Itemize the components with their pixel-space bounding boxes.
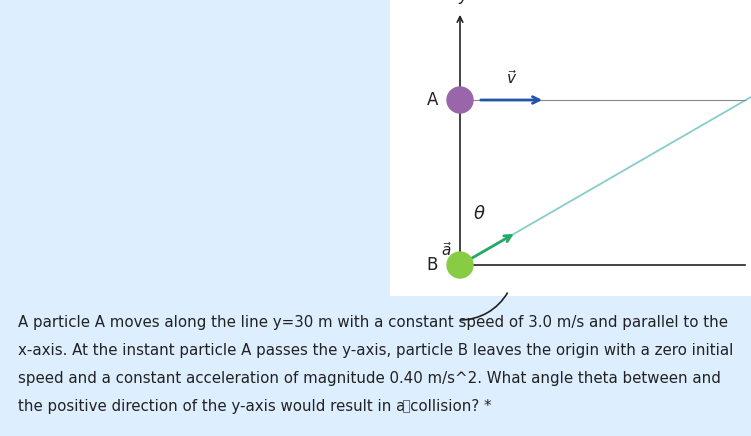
Text: x-axis. At the instant particle A passes the y-axis, particle B leaves the origi: x-axis. At the instant particle A passes…	[18, 343, 734, 358]
Text: A: A	[427, 91, 438, 109]
Text: y: y	[458, 0, 468, 4]
Bar	[390, 0, 751, 296]
Text: A particle A moves along the line y=30 m with a constant speed of 3.0 m/s and pa: A particle A moves along the line y=30 m…	[18, 315, 728, 330]
Circle shape	[447, 252, 473, 278]
Text: B: B	[427, 256, 438, 274]
Circle shape	[447, 87, 473, 113]
Text: $\vec{v}$: $\vec{v}$	[506, 69, 517, 87]
Bar	[0, 296, 751, 436]
Text: $\vec{a}$: $\vec{a}$	[442, 242, 452, 259]
Text: $\theta$: $\theta$	[473, 204, 486, 223]
Text: the positive direction of the y-axis would result in a collision? *: the positive direction of the y-axis wou…	[18, 399, 492, 414]
Bar	[0, 0, 395, 296]
Text: 🖹: 🖹	[398, 399, 411, 413]
Text: speed and a constant acceleration of magnitude 0.40 m/s^2. What angle theta betw: speed and a constant acceleration of mag…	[18, 371, 721, 386]
